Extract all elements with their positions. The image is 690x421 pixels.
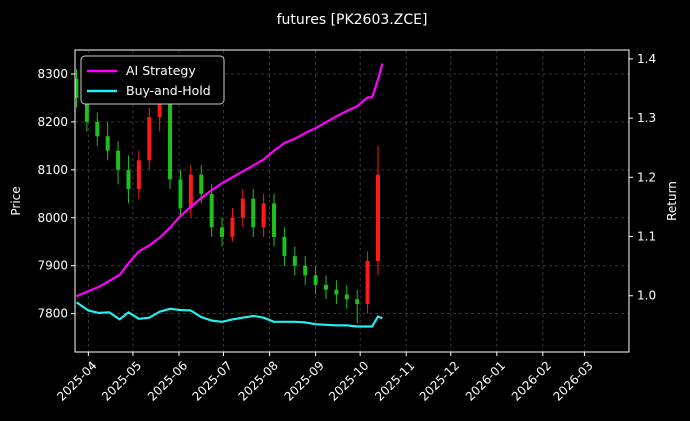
candle-body — [292, 256, 297, 266]
candle-body — [74, 78, 79, 98]
legend-label: Buy-and-Hold — [126, 83, 211, 98]
candle-body — [84, 97, 89, 122]
y-tick-label: 7800 — [37, 307, 68, 321]
y-axis-label: Price — [9, 186, 23, 215]
candle-body — [199, 174, 204, 194]
y-tick-label: 8200 — [37, 115, 68, 129]
candle-body — [126, 169, 131, 190]
y-tick-label: 8100 — [37, 163, 68, 177]
y-tick-label: 8000 — [37, 211, 68, 225]
candle-body — [230, 217, 235, 237]
candle-body — [303, 265, 308, 276]
candle-body — [375, 174, 380, 261]
series-line — [75, 301, 383, 328]
candle-body — [168, 102, 173, 180]
candle-body — [220, 227, 225, 237]
y2-tick-label: 1.4 — [637, 52, 656, 66]
plot-frame — [74, 49, 630, 353]
candle-body — [365, 260, 370, 305]
y-tick-label: 7900 — [37, 259, 68, 273]
legend-label: AI Strategy — [126, 63, 196, 78]
candle-body — [282, 236, 287, 257]
legend: AI Strategy Buy-and-Hold — [80, 55, 225, 105]
candle-body — [105, 136, 110, 151]
chart-title: futures [PK2603.ZCE] — [277, 12, 428, 28]
y2-tick-label: 1.0 — [637, 289, 656, 303]
candle-body — [355, 299, 360, 305]
series-line — [76, 63, 384, 298]
y2-tick-label: 1.3 — [637, 111, 656, 125]
candle-body — [95, 121, 100, 137]
candle-body — [272, 203, 277, 237]
candle-body — [334, 289, 339, 295]
candle-body — [136, 160, 141, 190]
y2-axis-label: Return — [665, 181, 679, 221]
y-tick-label: 8300 — [37, 67, 68, 81]
candle-body — [157, 102, 162, 118]
candle-body — [178, 179, 183, 209]
candle-body — [344, 294, 349, 300]
candle-body — [324, 284, 329, 290]
candle-body — [147, 117, 152, 161]
y2-tick-label: 1.2 — [637, 170, 656, 184]
candle-body — [313, 275, 318, 285]
candlestick-series — [74, 69, 380, 324]
candle-body — [251, 198, 256, 228]
candle-body — [209, 193, 214, 228]
candle-body — [261, 203, 266, 228]
candle-body — [240, 198, 245, 218]
candle-body — [116, 150, 121, 170]
candle-body — [188, 174, 193, 209]
y-axis-right: 1.0 1.1 1.2 1.3 1.4 — [629, 52, 656, 303]
return-lines — [75, 63, 384, 328]
y2-tick-label: 1.1 — [637, 230, 656, 244]
y-axis-left: 7800 7900 8000 8100 8200 8300 — [37, 67, 75, 321]
